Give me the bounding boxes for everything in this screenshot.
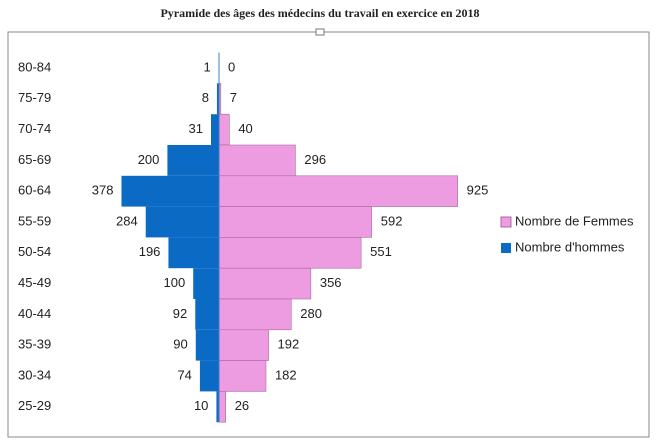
- data-label: 10: [194, 398, 208, 413]
- data-label: 40: [238, 121, 252, 136]
- bar: [167, 145, 219, 176]
- data-label: 296: [304, 152, 326, 167]
- data-label: 280: [300, 306, 322, 321]
- bar: [218, 360, 267, 392]
- data-label: 1: [204, 59, 211, 74]
- data-label: 7: [230, 90, 237, 105]
- bar: [218, 113, 230, 146]
- data-label: 196: [139, 244, 161, 259]
- bar: [218, 391, 227, 423]
- category-label: 65-69: [18, 152, 51, 167]
- data-label: 74: [177, 367, 191, 382]
- bar: [145, 206, 219, 238]
- bar: [218, 175, 458, 207]
- category-label: 75-79: [18, 90, 51, 105]
- chart-title: Pyramide des âges des médecins du travai…: [160, 6, 479, 20]
- resize-handle: [315, 28, 325, 36]
- bar: [211, 114, 219, 145]
- category-label: 80-84: [18, 59, 51, 74]
- data-label: 200: [138, 152, 160, 167]
- bar: [218, 206, 373, 238]
- bar: [195, 299, 219, 330]
- bar: [218, 329, 269, 361]
- category-label: 35-39: [18, 337, 51, 352]
- bar: [216, 391, 219, 423]
- bar: [218, 267, 312, 300]
- data-label: 26: [235, 398, 249, 413]
- data-label: 551: [370, 244, 392, 259]
- bar: [121, 175, 219, 207]
- legend-swatch: [501, 243, 511, 253]
- bar: [193, 268, 219, 299]
- data-label: 284: [116, 213, 138, 228]
- category-label: 50-54: [18, 244, 51, 259]
- data-label: 592: [381, 213, 403, 228]
- category-label: 25-29: [18, 398, 51, 413]
- data-label: 0: [228, 59, 235, 74]
- category-label: 55-59: [18, 213, 51, 228]
- data-label: 356: [320, 275, 342, 290]
- data-label: 925: [467, 183, 489, 198]
- bar: [195, 329, 219, 361]
- bar: [199, 360, 219, 392]
- category-label: 60-64: [18, 183, 51, 198]
- data-label: 92: [173, 306, 187, 321]
- category-label: 45-49: [18, 275, 51, 290]
- data-label: 90: [173, 337, 187, 352]
- data-label: 192: [278, 337, 300, 352]
- data-label: 8: [202, 90, 209, 105]
- data-label: 31: [189, 121, 203, 136]
- chart-frame: [7, 31, 650, 438]
- data-label: 100: [163, 275, 185, 290]
- legend-label: Nombre d'hommes: [515, 239, 625, 254]
- legend-swatch: [500, 216, 512, 228]
- data-label: 378: [92, 183, 114, 198]
- bar: [218, 298, 292, 331]
- data-label: 182: [275, 367, 297, 382]
- bar: [218, 144, 296, 177]
- bar: [218, 237, 362, 269]
- category-label: 30-34: [18, 367, 51, 382]
- bar: [168, 237, 219, 269]
- bar: [216, 83, 219, 115]
- category-label: 70-74: [18, 121, 51, 136]
- category-label: 40-44: [18, 306, 51, 321]
- legend-label: Nombre de Femmes: [515, 213, 634, 228]
